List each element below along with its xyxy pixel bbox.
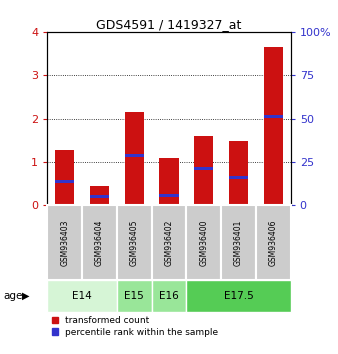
Text: GSM936404: GSM936404: [95, 219, 104, 266]
Text: GSM936400: GSM936400: [199, 219, 208, 266]
Bar: [90, 195, 109, 198]
Text: age: age: [3, 291, 23, 301]
Bar: [264, 47, 283, 205]
Text: GSM936402: GSM936402: [165, 219, 173, 266]
Bar: [55, 180, 74, 183]
Bar: [221, 205, 256, 280]
Bar: [90, 186, 109, 205]
Bar: [160, 194, 178, 197]
Text: E15: E15: [124, 291, 144, 301]
Bar: [117, 205, 152, 280]
Bar: [47, 280, 117, 312]
Bar: [125, 112, 144, 205]
Bar: [194, 136, 213, 205]
Bar: [117, 280, 152, 312]
Bar: [47, 205, 82, 280]
Bar: [125, 154, 144, 157]
Text: E14: E14: [72, 291, 92, 301]
Bar: [186, 280, 291, 312]
Legend: transformed count, percentile rank within the sample: transformed count, percentile rank withi…: [52, 316, 218, 337]
Bar: [229, 141, 248, 205]
Text: E17.5: E17.5: [224, 291, 254, 301]
Bar: [160, 158, 178, 205]
Bar: [264, 115, 283, 118]
Bar: [186, 205, 221, 280]
Text: GSM936405: GSM936405: [130, 219, 139, 266]
Bar: [256, 205, 291, 280]
Bar: [82, 205, 117, 280]
Bar: [194, 167, 213, 170]
Title: GDS4591 / 1419327_at: GDS4591 / 1419327_at: [96, 18, 242, 31]
Bar: [229, 176, 248, 179]
Bar: [152, 205, 186, 280]
Text: GSM936401: GSM936401: [234, 219, 243, 266]
Text: E16: E16: [159, 291, 179, 301]
Text: GSM936403: GSM936403: [60, 219, 69, 266]
Text: ▶: ▶: [22, 291, 29, 301]
Bar: [55, 150, 74, 205]
Text: GSM936406: GSM936406: [269, 219, 278, 266]
Bar: [152, 280, 186, 312]
